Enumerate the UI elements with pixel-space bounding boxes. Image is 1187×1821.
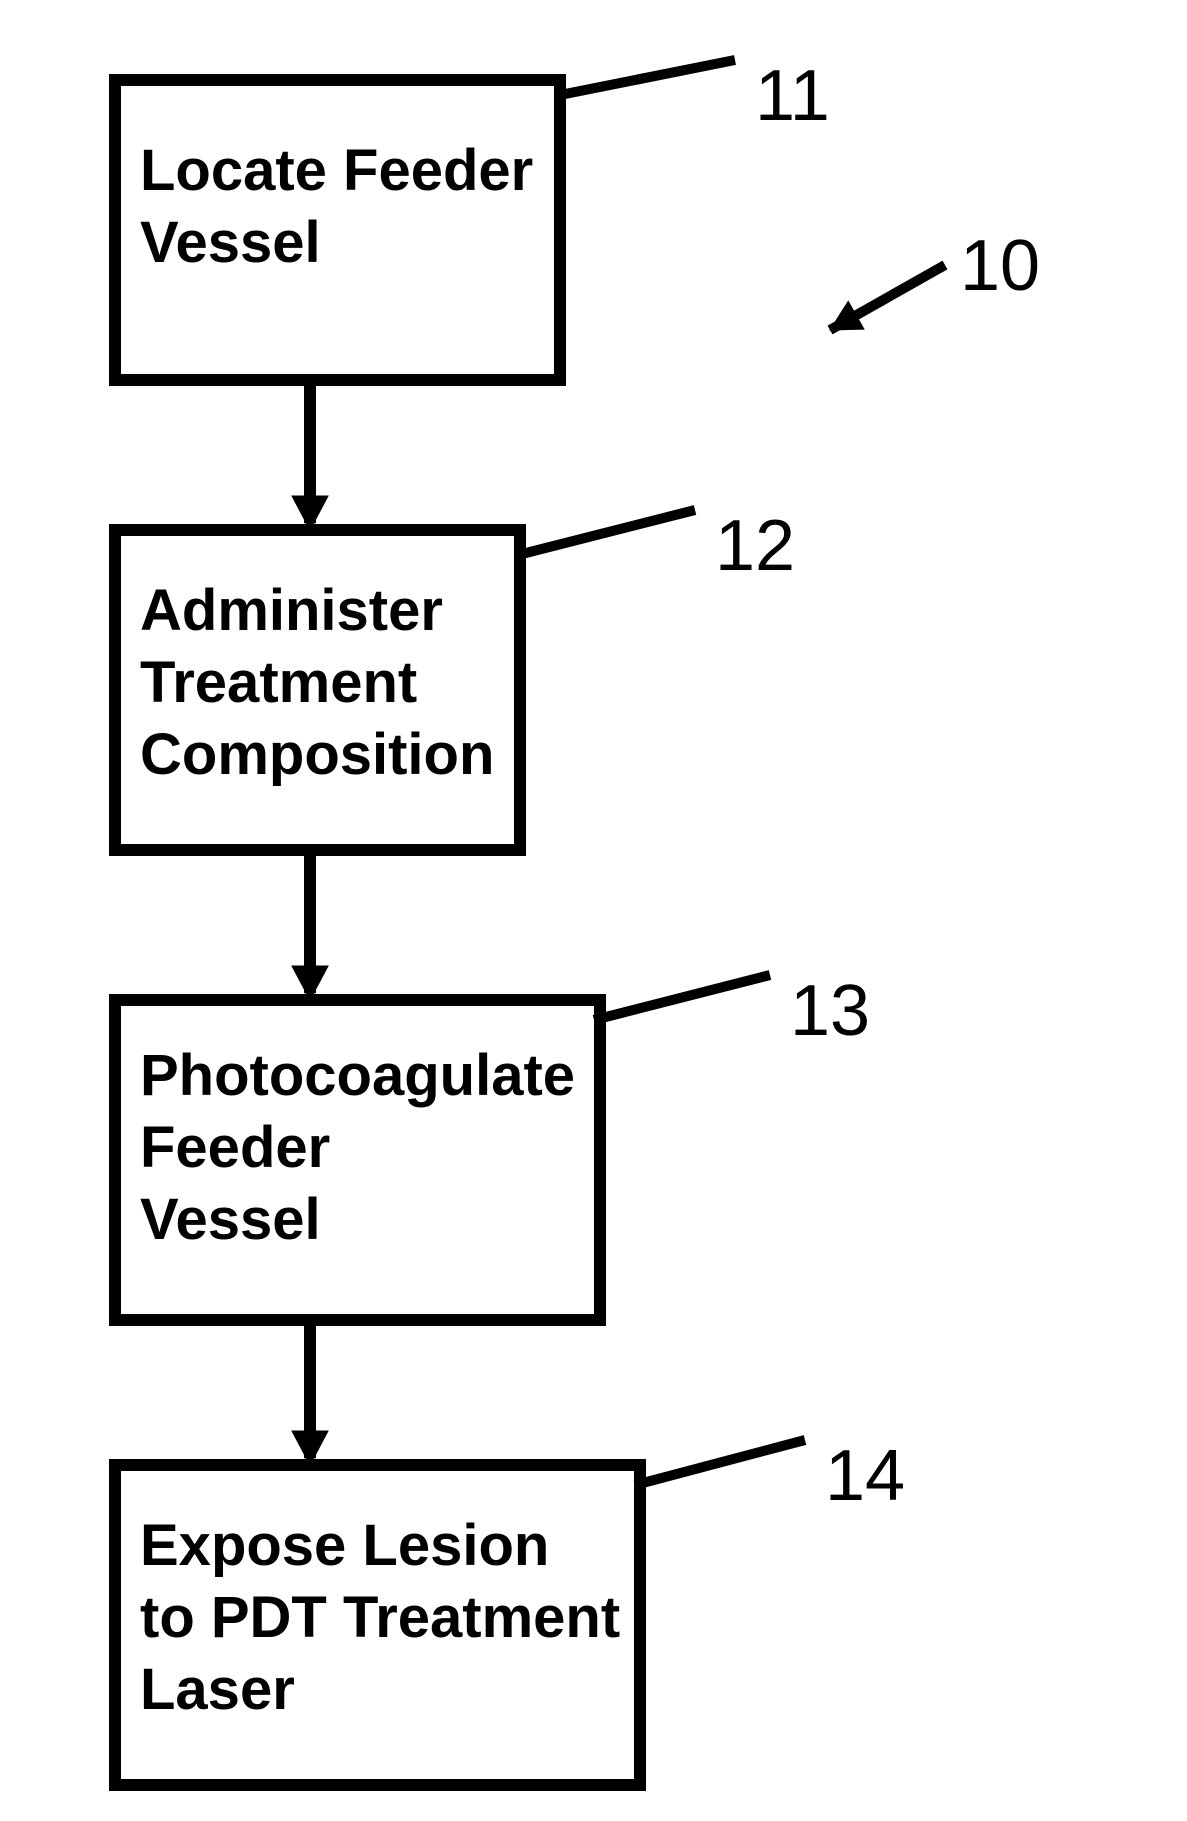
flow-node-n1: Locate Feeder Vessel: [115, 80, 560, 380]
callout-label: 11: [755, 56, 830, 136]
flowchart: Locate Feeder Vessel Administer Treatment Co…: [0, 0, 1187, 1821]
flow-node-text: Vessel: [140, 1187, 321, 1252]
flow-node-n3: Photocoagulate Feeder Vessel: [115, 1000, 600, 1320]
flow-node-n2: Administer Treatment Composition: [115, 530, 520, 850]
flow-node-text: to PDT Treatment: [140, 1585, 620, 1650]
flow-node-text: Vessel: [140, 210, 321, 275]
callout-label: 12: [715, 506, 795, 586]
flow-node-text: Composition: [140, 722, 494, 787]
flow-node-text: Laser: [140, 1657, 295, 1722]
callout-label: 14: [825, 1436, 905, 1516]
flow-node-text: Expose Lesion: [140, 1513, 549, 1578]
flow-node-text: Photocoagulate: [140, 1043, 575, 1108]
flow-node-n4: Expose Lesion to PDT Treatment Laser: [115, 1465, 640, 1785]
flow-node-text: Administer: [140, 578, 443, 643]
callout-label: 13: [790, 971, 870, 1051]
flow-node-text: Locate Feeder: [140, 138, 533, 203]
flow-node-text: Feeder: [140, 1115, 330, 1180]
flow-node-text: Treatment: [140, 650, 417, 715]
callout-label: 10: [960, 226, 1040, 306]
